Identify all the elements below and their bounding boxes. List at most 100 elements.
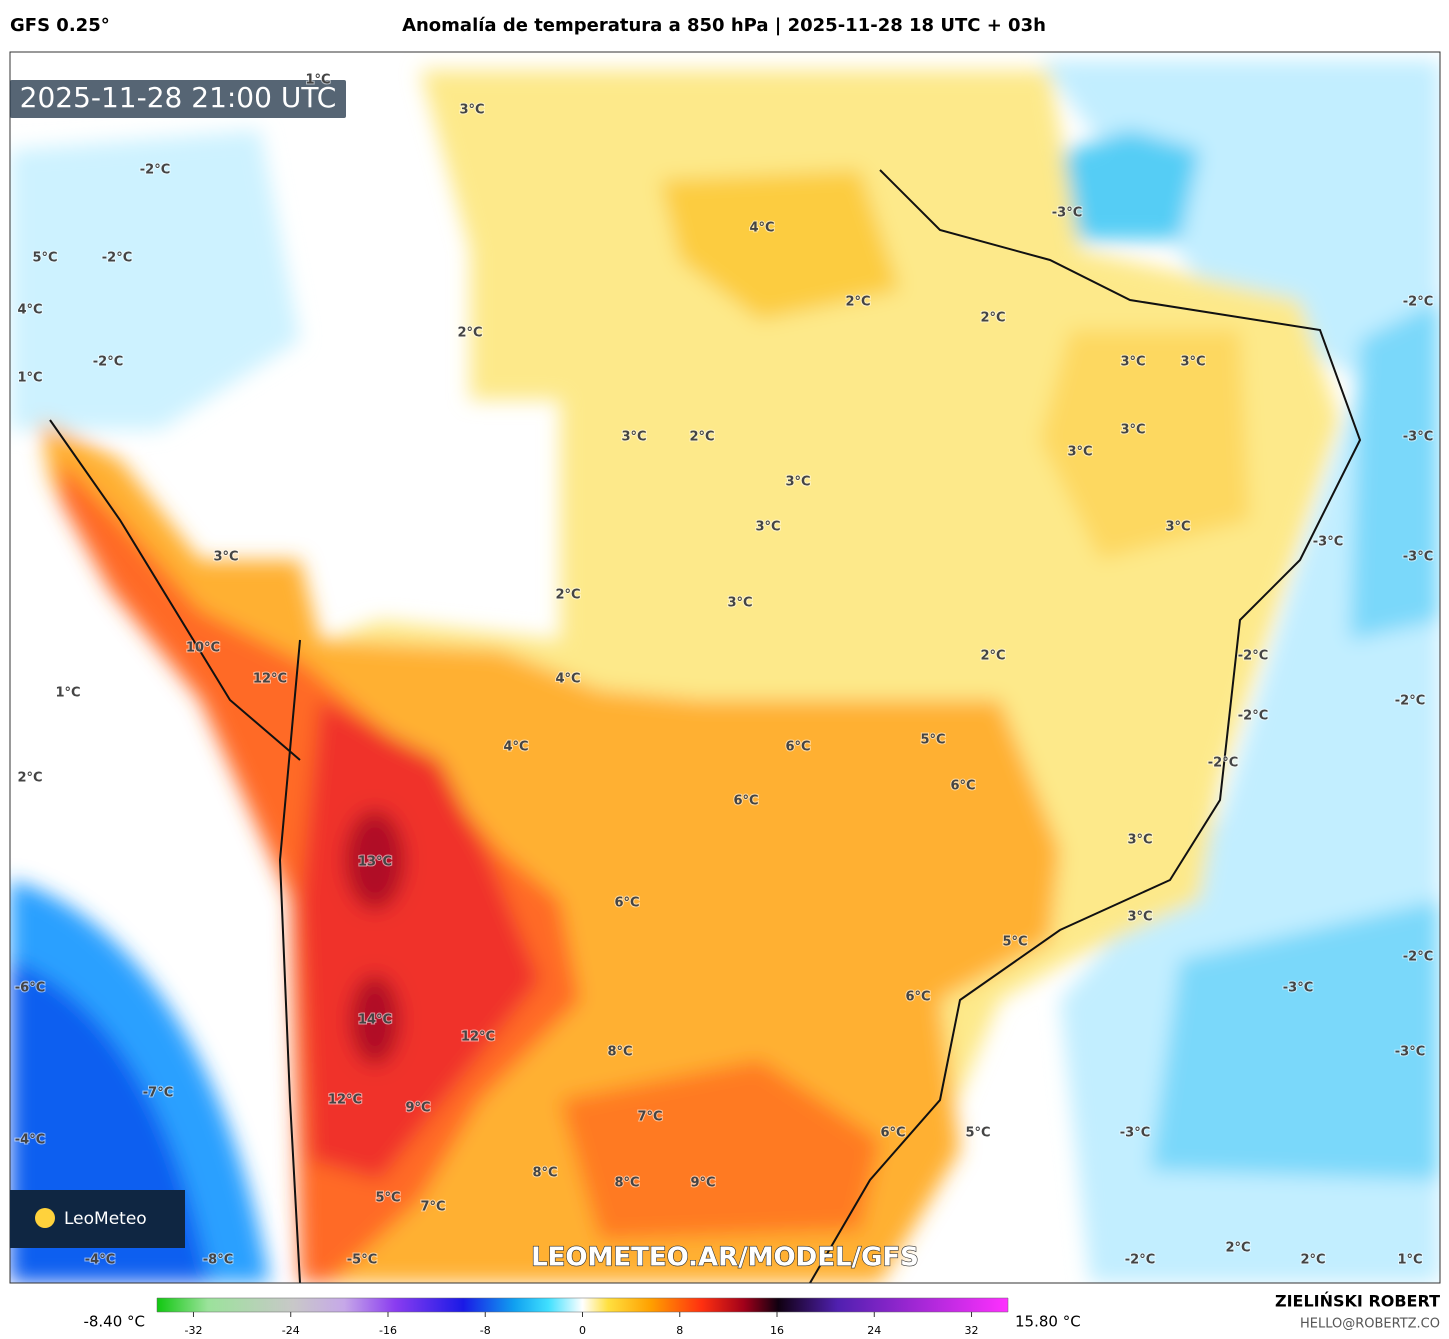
contour-label: 8°C (614, 1176, 639, 1191)
contour-label: 7°C (637, 1110, 662, 1125)
contour-label: 3°C (1127, 910, 1152, 925)
contour-label: 6°C (950, 779, 975, 794)
contour-label: 3°C (1127, 833, 1152, 848)
contour-label: -2°C (140, 163, 170, 178)
contour-label: 4°C (17, 303, 42, 318)
contact: HELLO@ROBERTZ.CO (1300, 1317, 1440, 1332)
contour-label: 4°C (503, 740, 528, 755)
colorbar-tick-label: 0 (579, 1324, 586, 1337)
contour-labels: 1°C 3°C -2°C -3°C 4°C 5°C -2°C 2°C 2°C -2°C 4°C 2°C… (14, 72, 1434, 1269)
contour-label: 5°C (375, 1191, 400, 1206)
colorbar-tick-label: -32 (184, 1324, 202, 1337)
contour-label: 3°C (621, 430, 646, 445)
author: ZIELIŃSKI ROBERT (1275, 1292, 1440, 1311)
contour-label: 3°C (1120, 423, 1145, 438)
timestamp: 2025-11-28 21:00 UTC (20, 81, 337, 114)
contour-label: 2°C (845, 295, 870, 310)
contour-label: 5°C (1002, 935, 1027, 950)
contour-label: 5°C (32, 251, 57, 266)
contour-label: -3°C (1313, 535, 1343, 550)
contour-label: -5°C (347, 1253, 377, 1268)
contour-label: 3°C (785, 475, 810, 490)
colorbar: -32 -24 -16 -8 0 8 16 24 32 (156, 1297, 1009, 1337)
contour-label: 3°C (213, 550, 238, 565)
contour-label: 4°C (749, 221, 774, 236)
contour-label: 8°C (607, 1045, 632, 1060)
contour-label: -3°C (1395, 1045, 1425, 1060)
contour-label: 6°C (785, 740, 810, 755)
contour-label: 8°C (532, 1166, 557, 1181)
contour-label: 2°C (980, 311, 1005, 326)
contour-label: -2°C (1238, 709, 1268, 724)
contour-label: 3°C (755, 520, 780, 535)
colorbar-tick-label: 24 (867, 1324, 881, 1337)
contour-label: -3°C (1052, 206, 1082, 221)
contour-label: -3°C (1403, 550, 1433, 565)
colorbar-tick-label: 16 (770, 1324, 784, 1337)
contour-label: 3°C (1067, 445, 1092, 460)
colorbar-tick-label: -16 (379, 1324, 397, 1337)
contour-label: 1°C (1397, 1253, 1422, 1268)
contour-label: 9°C (405, 1101, 430, 1116)
contour-label: 3°C (1120, 355, 1145, 370)
watermark: LEOMETEO.AR/MODEL/GFS (531, 1243, 919, 1273)
contour-label: 4°C (555, 672, 580, 687)
contour-label: 2°C (689, 430, 714, 445)
contour-label: 3°C (727, 596, 752, 611)
colorbar-tick-label: 8 (676, 1324, 683, 1337)
contour-label: 6°C (880, 1126, 905, 1141)
contour-label: 2°C (555, 588, 580, 603)
contour-label: 1°C (17, 371, 42, 386)
model-label: GFS 0.25° (10, 15, 110, 36)
contour-label: -8°C (203, 1253, 233, 1268)
contour-label: 1°C (305, 73, 330, 88)
contour-label: -2°C (1403, 295, 1433, 310)
contour-label: 2°C (980, 649, 1005, 664)
colorbar-tick-label: -24 (282, 1324, 300, 1337)
contour-label: -3°C (1403, 430, 1433, 445)
map-area (10, 52, 1440, 1283)
contour-label: -4°C (15, 1133, 45, 1148)
contour-label: 10°C (186, 641, 220, 656)
contour-label: 6°C (905, 990, 930, 1005)
chart-title: Anomalía de temperatura a 850 hPa | 2025… (402, 15, 1046, 36)
min-label: -8.40 °C (83, 1313, 145, 1331)
contour-label: -3°C (1120, 1126, 1150, 1141)
contour-label: -6°C (15, 981, 45, 996)
contour-label: -2°C (1125, 1253, 1155, 1268)
max-label: 15.80 °C (1015, 1313, 1081, 1331)
contour-label: 14°C (358, 1013, 392, 1028)
contour-label: 12°C (253, 672, 287, 687)
contour-label: 3°C (459, 103, 484, 118)
contour-label: 2°C (457, 326, 482, 341)
contour-label: -4°C (85, 1253, 115, 1268)
contour-label: 1°C (55, 686, 80, 701)
contour-label: -2°C (1208, 756, 1238, 771)
contour-label: 12°C (461, 1030, 495, 1045)
contour-label: 5°C (920, 733, 945, 748)
logo: LeoMeteo (64, 1209, 147, 1229)
contour-label: 9°C (690, 1176, 715, 1191)
contour-label: 2°C (1225, 1241, 1250, 1256)
contour-label: -7°C (143, 1086, 173, 1101)
contour-label: -2°C (1403, 950, 1433, 965)
contour-label: 5°C (965, 1126, 990, 1141)
contour-label: -2°C (1238, 649, 1268, 664)
contour-label: -2°C (93, 355, 123, 370)
contour-label: -2°C (102, 251, 132, 266)
contour-label: 2°C (17, 771, 42, 786)
contour-label: -2°C (1395, 694, 1425, 709)
contour-label: -3°C (1283, 981, 1313, 996)
contour-label: 6°C (614, 896, 639, 911)
contour-label: 6°C (733, 794, 758, 809)
contour-label: 13°C (358, 855, 392, 870)
contour-label: 2°C (1300, 1253, 1325, 1268)
contour-label: 7°C (420, 1200, 445, 1215)
colorbar-tick-label: 32 (965, 1324, 979, 1337)
contour-label: 3°C (1165, 520, 1190, 535)
contour-label: 3°C (1180, 355, 1205, 370)
contour-label: 12°C (328, 1093, 362, 1108)
colorbar-tick-label: -8 (480, 1324, 491, 1337)
